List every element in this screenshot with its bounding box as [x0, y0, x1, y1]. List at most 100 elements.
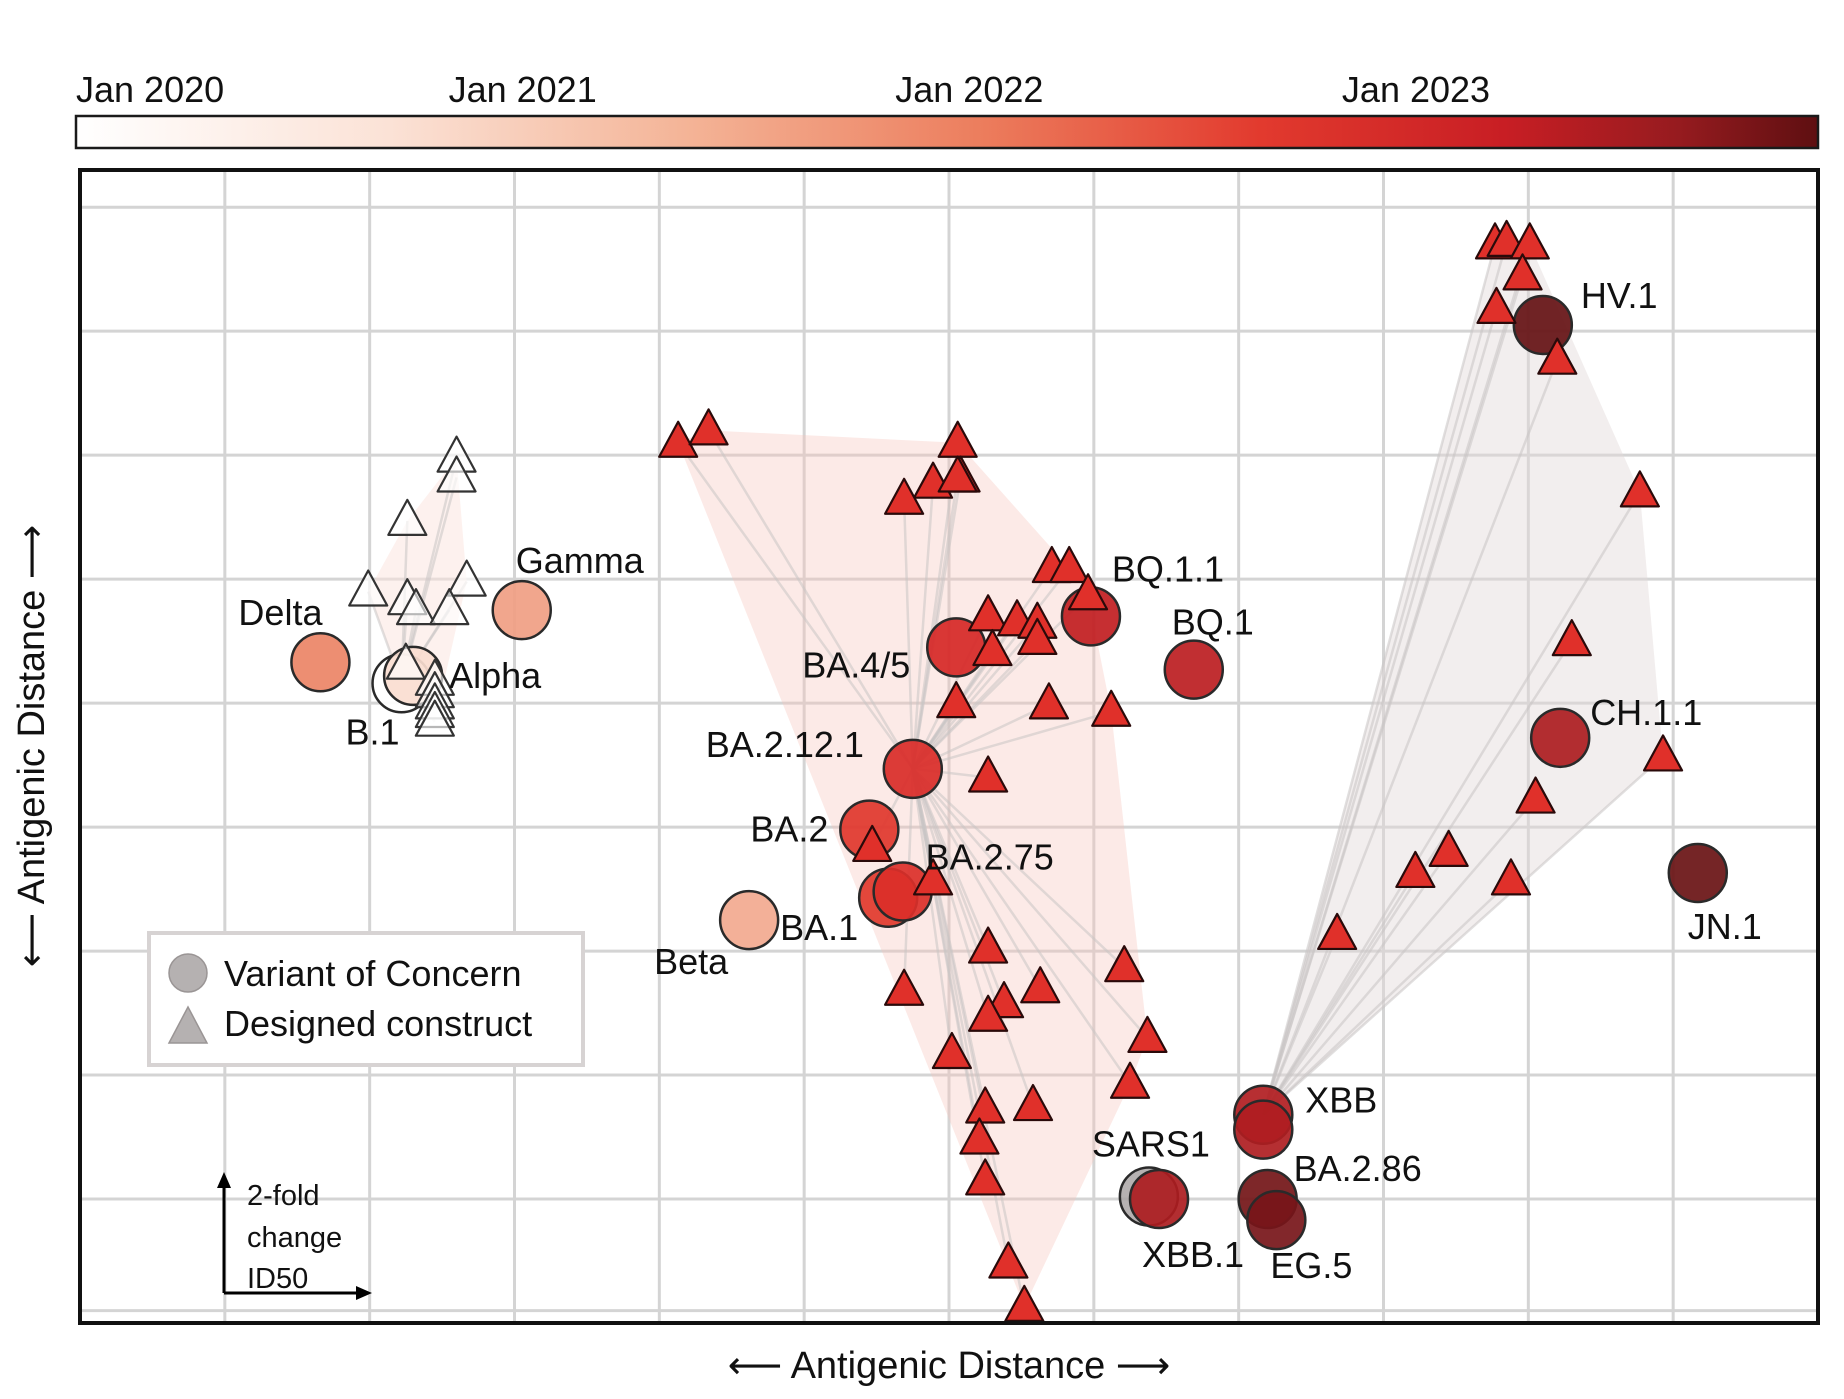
- construct-point: [937, 455, 978, 493]
- construct-point: [1502, 253, 1543, 291]
- construct-link: [1262, 308, 1498, 1116]
- construct-point: [1642, 734, 1684, 772]
- variant-point: [1128, 1168, 1190, 1230]
- variant-label: Beta: [654, 941, 729, 982]
- construct-point: [658, 420, 699, 458]
- plot-area: B.1 Alpha Delta Gamma Beta BA.1 BA.2 BA.2.75 BA.…: [78, 168, 1820, 1325]
- construct-link: [911, 767, 1126, 969]
- construct-point: [1619, 470, 1660, 508]
- variant-label: BA.1: [780, 907, 858, 948]
- variant-label: BQ.1.1: [1112, 548, 1224, 589]
- variant-label: B.1: [346, 711, 400, 752]
- construct-link: [911, 622, 1039, 770]
- construct-link: [1262, 851, 1450, 1116]
- scale-bar-label-line1: 2-fold: [247, 1180, 320, 1212]
- construct-point: [988, 1241, 1029, 1279]
- variant-point: [1246, 1189, 1307, 1251]
- variant-point: [718, 889, 780, 951]
- construct-point: [884, 477, 925, 515]
- construct-link: [1262, 359, 1559, 1116]
- construct-point: [1127, 1015, 1168, 1053]
- variant-label: Delta: [238, 592, 323, 633]
- variant-label: BA.2.86: [1294, 1148, 1422, 1189]
- variant-label: JN.1: [1688, 906, 1762, 947]
- variant-label: CH.1.1: [1590, 692, 1702, 733]
- construct-point: [1490, 858, 1532, 896]
- construct-link: [911, 768, 1026, 1308]
- y-axis-label: ⟵ Antigenic Distance ⟶: [11, 525, 53, 968]
- construct-point: [936, 681, 977, 719]
- construct-point: [968, 594, 1009, 632]
- construct-point: [1004, 1284, 1045, 1322]
- construct-link: [1262, 797, 1537, 1116]
- construct-point: [1017, 617, 1058, 655]
- construct-link: [1262, 755, 1664, 1116]
- scale-bar-arrow-right: [356, 1286, 372, 1300]
- construct-link: [902, 499, 915, 769]
- construct-point: [931, 1031, 972, 1070]
- construct-point: [1551, 619, 1592, 657]
- construct-hull-xbb: [1263, 241, 1664, 1115]
- construct-point: [429, 588, 470, 626]
- variant-point: [1529, 707, 1591, 769]
- construct-link: [911, 768, 1132, 1085]
- construct-point: [1109, 1061, 1151, 1099]
- variant-label: XBB.1: [1142, 1234, 1244, 1275]
- construct-link: [911, 567, 1071, 770]
- variant-label: BA.2: [750, 809, 828, 850]
- construct-point: [1020, 966, 1061, 1004]
- variant-point: [1233, 1099, 1294, 1160]
- construct-links: [367, 241, 1664, 1308]
- construct-link: [911, 767, 1149, 1039]
- variant-label: HV.1: [1581, 275, 1658, 316]
- construct-point: [884, 968, 925, 1006]
- variant-point: [1512, 294, 1574, 356]
- colorbar-tick-label: Jan 2021: [449, 69, 597, 110]
- construct-markers: [348, 219, 1684, 1322]
- variant-label: Alpha: [449, 655, 542, 696]
- construct-link: [911, 768, 1042, 989]
- variant-point: [290, 631, 351, 693]
- x-axis-label: ⟵ Antigenic Distance ⟶: [728, 1345, 1171, 1387]
- construct-link: [1262, 491, 1641, 1116]
- variant-label: BQ.1: [1172, 602, 1254, 643]
- construct-link: [912, 710, 1112, 771]
- construct-point: [1012, 1083, 1054, 1122]
- construct-point: [1476, 286, 1517, 324]
- plot-frame: [78, 168, 1820, 1325]
- construct-point: [968, 755, 1009, 793]
- construct-link: [1262, 275, 1524, 1116]
- construct-point: [1509, 222, 1550, 260]
- colorbar-tick-labels: Jan 2020 Jan 2021 Jan 2022 Jan 2023: [76, 69, 1490, 110]
- legend-box: [147, 931, 585, 1067]
- variant-labels: B.1 Alpha Delta Gamma Beta BA.1 BA.2 BA.2.75 BA.…: [238, 275, 1761, 1286]
- construct-point: [688, 408, 729, 446]
- legend: Variant of Concern Designed construct: [147, 931, 585, 1067]
- variant-point: [1163, 639, 1225, 700]
- variant-point: [1667, 842, 1729, 904]
- variant-label: XBB: [1305, 1080, 1377, 1121]
- construct-link: [911, 477, 959, 770]
- construct-point: [912, 858, 954, 896]
- construct-link: [1262, 879, 1512, 1116]
- scale-bar-label-line3: ID50: [247, 1263, 308, 1295]
- construct-point: [968, 994, 1009, 1032]
- construct-point: [1028, 682, 1070, 720]
- construct-point: [972, 628, 1013, 667]
- variant-label: SARS1: [1092, 1124, 1210, 1165]
- construct-point: [414, 699, 455, 737]
- construct-point: [1515, 776, 1556, 814]
- construct-link: [1262, 872, 1417, 1116]
- construct-point: [1049, 545, 1090, 584]
- construct-point: [852, 824, 893, 863]
- colorbar-gradient: [74, 114, 1820, 150]
- variant-label: Gamma: [516, 540, 645, 581]
- construct-link: [1262, 244, 1497, 1116]
- legend-triangle-marker: [167, 1005, 209, 1044]
- construct-point: [387, 498, 428, 536]
- variant-label: BA.2.75: [926, 837, 1054, 878]
- construct-point: [1091, 689, 1132, 727]
- scale-bar-arrow-up: [217, 1172, 231, 1188]
- construct-link: [707, 429, 914, 770]
